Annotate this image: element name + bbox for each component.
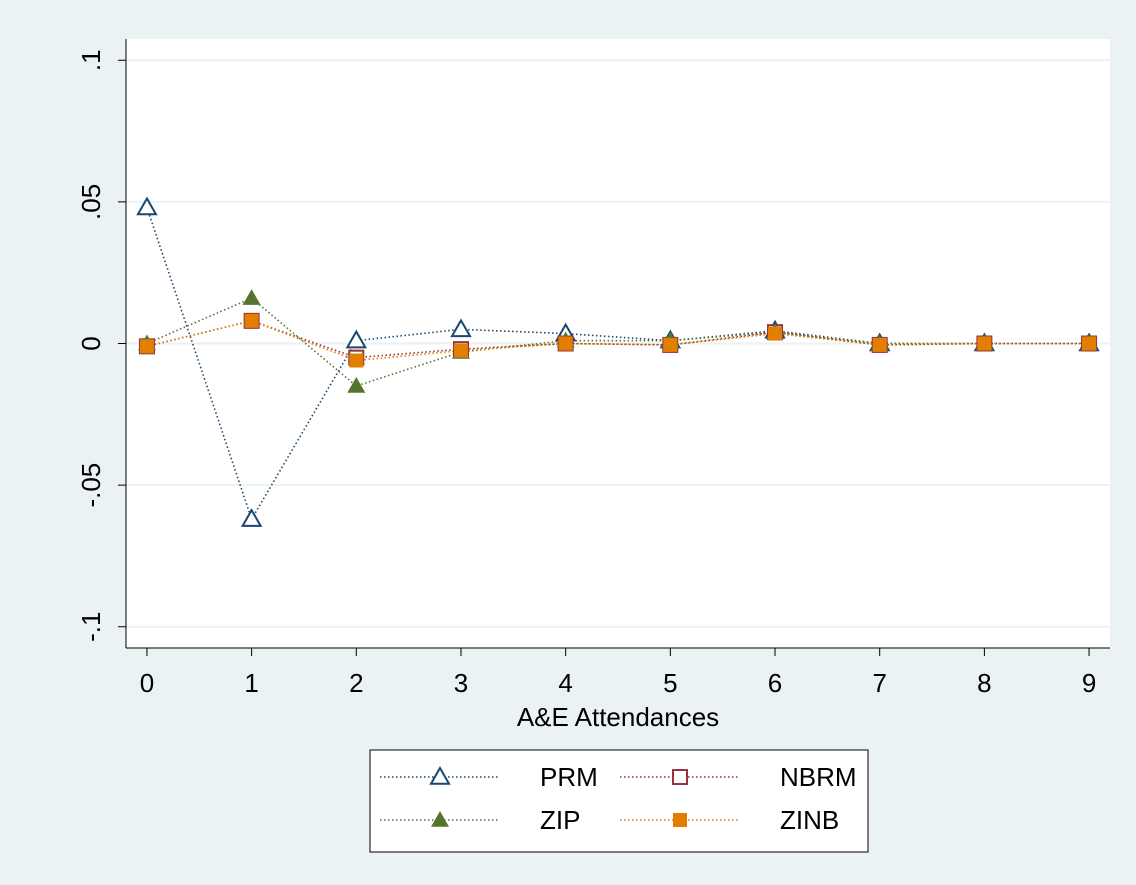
series-line-prm <box>146 207 1090 522</box>
data-point-zip <box>242 289 261 305</box>
data-point-prm <box>345 329 368 349</box>
x-tick-label: 6 <box>768 668 782 698</box>
data-point-zinb <box>768 326 783 341</box>
x-tick-label: 4 <box>558 668 572 698</box>
data-point-zinb <box>1082 336 1097 351</box>
legend-marker-zinb <box>673 813 687 827</box>
y-tick-label: -.1 <box>76 612 106 642</box>
x-tick-label: 5 <box>663 668 677 698</box>
legend-box <box>369 749 869 853</box>
legend-marker-prm <box>429 765 451 785</box>
x-tick-label: 7 <box>872 668 886 698</box>
x-tick-label: 3 <box>454 668 468 698</box>
y-tick-label: .05 <box>76 184 106 220</box>
data-point-prm <box>136 196 158 216</box>
data-point-zinb <box>244 313 259 328</box>
data-point-prm <box>240 508 263 527</box>
legend-label-nbrm: NBRM <box>780 762 857 792</box>
x-tick-label: 0 <box>140 668 154 698</box>
legend-marker-nbrm <box>672 769 688 785</box>
y-tick-label: 0 <box>76 336 106 350</box>
data-point-zinb <box>139 339 154 354</box>
x-tick-label: 1 <box>244 668 258 698</box>
y-tick-label: .1 <box>76 49 106 71</box>
y-tick-label: -.05 <box>76 463 106 508</box>
data-point-zinb <box>558 336 573 351</box>
legend-label-zip: ZIP <box>540 805 580 835</box>
axes: .1 .05 0 -.05 -.1 0 1 2 3 4 5 6 7 8 9 <box>76 39 1110 698</box>
x-tick-label: 2 <box>349 668 363 698</box>
legend: PRM NBRM ZIP ZINB <box>369 749 869 853</box>
x-tick-label: 9 <box>1082 668 1096 698</box>
series-layer <box>136 196 1100 527</box>
data-point-prm <box>450 318 472 338</box>
data-point-zinb <box>453 343 468 358</box>
legend-label-zinb: ZINB <box>780 805 839 835</box>
data-point-zinb <box>663 337 678 352</box>
series-line-zinb <box>146 320 1090 362</box>
data-point-zinb <box>349 353 364 368</box>
data-point-zinb <box>872 337 887 352</box>
data-point-zinb <box>977 336 992 351</box>
legend-items: PRM NBRM ZIP ZINB <box>380 762 857 835</box>
data-point-zip <box>347 376 366 393</box>
x-tick-label: 8 <box>977 668 991 698</box>
legend-marker-zip <box>431 811 449 827</box>
legend-label-prm: PRM <box>540 762 598 792</box>
x-axis-title: A&E Attendances <box>517 702 719 732</box>
